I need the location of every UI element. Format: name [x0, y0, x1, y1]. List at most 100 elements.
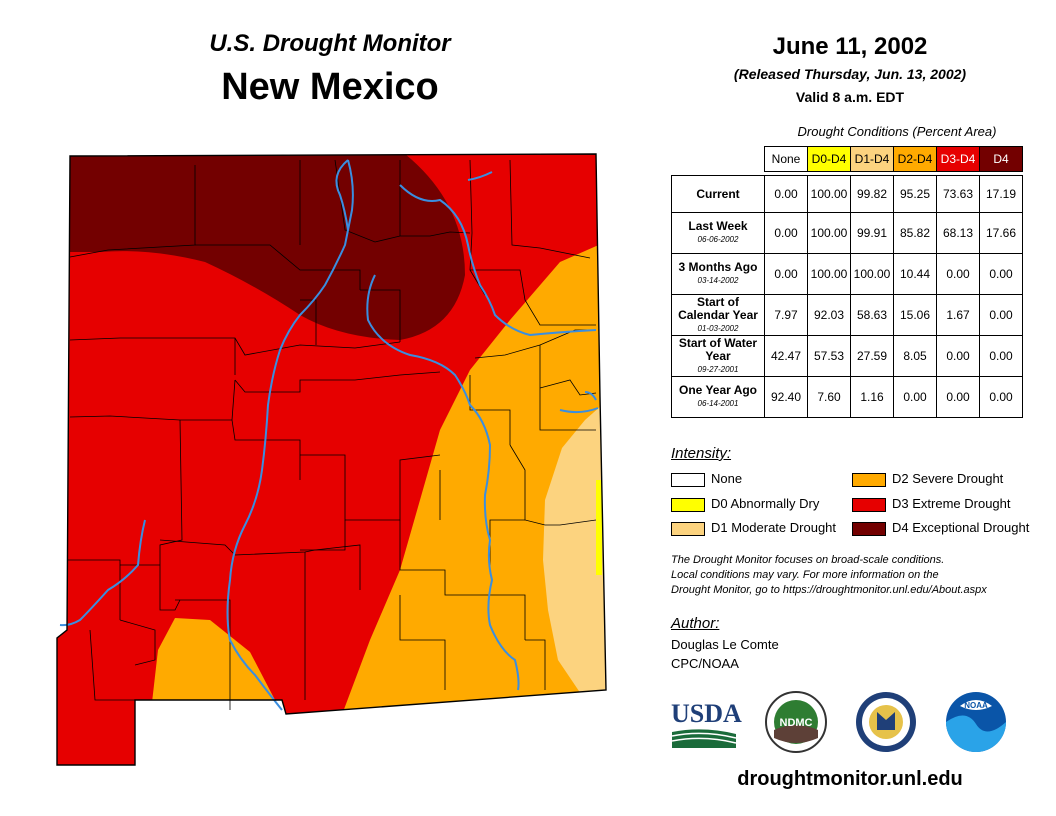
- cell-value: 85.82: [893, 212, 937, 254]
- author-name: Douglas Le Comte: [671, 637, 779, 652]
- legend-label: D3 Extreme Drought: [892, 496, 1011, 511]
- row-label: Current: [671, 175, 765, 213]
- canadian-river: [399, 184, 597, 336]
- row-label: Start of Calendar Year 01-03-2002: [671, 294, 765, 336]
- cell-value: 7.60: [807, 376, 851, 418]
- legend-item-none: None: [671, 471, 742, 487]
- note-line: Drought Monitor, go to https://droughtmo…: [671, 584, 987, 596]
- legend-swatch: [852, 497, 886, 512]
- legend-label: None: [711, 471, 743, 486]
- cell-value: 0.00: [764, 253, 808, 295]
- cell-value: 0.00: [979, 335, 1023, 377]
- map-date: June 11, 2002: [772, 33, 928, 60]
- legend-swatch: [852, 472, 886, 487]
- cell-value: 92.03: [807, 294, 851, 336]
- rio-grande: [226, 159, 354, 711]
- col-d3-d4: D3-D4: [936, 146, 980, 172]
- cell-value: 0.00: [936, 335, 980, 377]
- disclaimer-note: The Drought Monitor focuses on broad-sca…: [671, 553, 1041, 598]
- cell-value: 68.13: [936, 212, 980, 254]
- legend-title: Intensity:: [671, 445, 732, 462]
- canadian-tributary: [467, 171, 493, 181]
- cell-value: 0.00: [893, 376, 937, 418]
- legend-label: D2 Severe Drought: [892, 471, 1004, 486]
- cell-value: 100.00: [807, 253, 851, 295]
- state-title: New Mexico: [221, 66, 439, 108]
- legend-swatch: [671, 472, 705, 487]
- d1-region: [543, 398, 606, 700]
- cell-value: 0.00: [979, 294, 1023, 336]
- cell-value: 0.00: [979, 376, 1023, 418]
- col-none: None: [764, 146, 808, 172]
- legend-label: D4 Exceptional Drought: [892, 520, 1030, 535]
- cell-value: 0.00: [936, 376, 980, 418]
- cell-value: 95.25: [893, 175, 937, 213]
- note-line: Local conditions may vary. For more info…: [671, 569, 939, 581]
- released-date: (Released Thursday, Jun. 13, 2002): [733, 66, 967, 82]
- website-url[interactable]: droughtmonitor.unl.edu: [737, 768, 963, 790]
- cell-value: 57.53: [807, 335, 851, 377]
- row-date: 06-06-2002: [697, 235, 739, 244]
- chama-river: [335, 159, 349, 231]
- table-row: Start of Water Year 09-27-2001 42.47 57.5…: [671, 335, 1023, 377]
- row-label: Start of Water Year 09-27-2001: [671, 335, 765, 377]
- legend-item-d4: D4 Exceptional Drought: [852, 520, 1029, 536]
- author-heading: Author:: [671, 615, 720, 632]
- cell-value: 92.40: [764, 376, 808, 418]
- state-outline: [56, 153, 607, 766]
- product-title: U.S. Drought Monitor: [209, 30, 451, 57]
- legend-swatch: [671, 521, 705, 536]
- row-date: 06-14-2001: [697, 399, 739, 408]
- cell-value: 17.66: [979, 212, 1023, 254]
- row-label: One Year Ago 06-14-2001: [671, 376, 765, 418]
- cell-value: 15.06: [893, 294, 937, 336]
- county-lines: [67, 159, 597, 710]
- col-d4: D4: [979, 146, 1023, 172]
- cell-value: 99.82: [850, 175, 894, 213]
- author-org: CPC/NOAA: [671, 656, 739, 671]
- table-row: One Year Ago 06-14-2001 92.40 7.60 1.16 0…: [671, 376, 1023, 418]
- legend-item-d1: D1 Moderate Drought: [671, 520, 836, 536]
- eastern-creek: [584, 391, 597, 401]
- cell-value: 27.59: [850, 335, 894, 377]
- cell-value: 0.00: [764, 175, 808, 213]
- note-line: The Drought Monitor focuses on broad-sca…: [671, 554, 945, 566]
- usda-logo: USDA: [671, 699, 742, 748]
- cell-value: 99.91: [850, 212, 894, 254]
- legend-label: D1 Moderate Drought: [711, 520, 837, 535]
- drought-map: [56, 153, 607, 766]
- rivers: [59, 159, 599, 711]
- ndmc-logo: NDMC: [765, 691, 827, 753]
- row-label: Last Week 06-06-2002: [671, 212, 765, 254]
- cell-value: 1.67: [936, 294, 980, 336]
- cell-value: 100.00: [807, 212, 851, 254]
- table-corner: [672, 147, 765, 172]
- pecos-river: [366, 274, 520, 691]
- cell-value: 7.97: [764, 294, 808, 336]
- table-row: Last Week 06-06-2002 0.00 100.00 99.91 85…: [671, 212, 1023, 254]
- legend-label: D0 Abnormally Dry: [711, 496, 820, 511]
- svg-text:NDMC: NDMC: [780, 717, 813, 729]
- legend-item-d2: D2 Severe Drought: [852, 471, 1003, 487]
- cell-value: 10.44: [893, 253, 937, 295]
- legend-item-d0: D0 Abnormally Dry: [671, 496, 819, 512]
- cell-value: 17.19: [979, 175, 1023, 213]
- cell-value: 0.00: [764, 212, 808, 254]
- commerce-seal: [856, 692, 916, 752]
- table-row: Current 0.00 100.00 99.82 95.25 73.63 17…: [671, 175, 1023, 213]
- cell-value: 100.00: [807, 175, 851, 213]
- cell-value: 1.16: [850, 376, 894, 418]
- drought-conditions-table: None D0-D4 D1-D4 D2-D4 D3-D4 D4 Current …: [671, 146, 1023, 418]
- noaa-logo: NOAA: [946, 692, 1006, 752]
- agency-logos: USDA NDMC NOAA: [671, 691, 1006, 753]
- col-d0-d4: D0-D4: [807, 146, 851, 172]
- cell-value: 0.00: [936, 253, 980, 295]
- cell-value: 42.47: [764, 335, 808, 377]
- red-river-sw: [559, 407, 599, 414]
- svg-text:USDA: USDA: [671, 699, 742, 728]
- conditions-caption: Drought Conditions (Percent Area): [797, 124, 997, 139]
- table-row: 3 Months Ago 03-14-2002 0.00 100.00 100.0…: [671, 253, 1023, 295]
- col-d2-d4: D2-D4: [893, 146, 937, 172]
- cell-value: 100.00: [850, 253, 894, 295]
